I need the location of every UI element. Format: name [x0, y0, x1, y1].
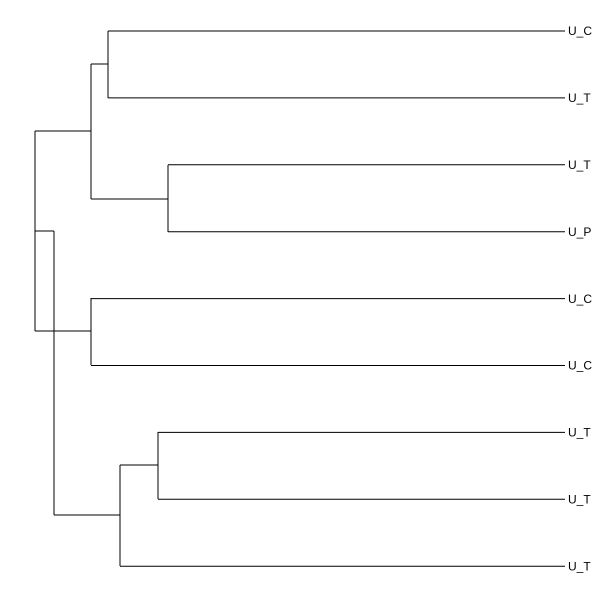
leaf-label: U_T	[568, 492, 591, 506]
leaf-label: U_C	[568, 292, 592, 306]
leaf-label: U_C	[568, 359, 592, 373]
leaf-label: U_T	[568, 426, 591, 440]
leaf-label: U_C	[568, 24, 592, 38]
branches	[34, 31, 169, 566]
leaf-label: U_T	[568, 559, 591, 573]
leaf-label: U_T	[568, 91, 591, 105]
leaf-label: U_T	[568, 158, 591, 172]
leaf-label: U_P	[568, 225, 591, 239]
